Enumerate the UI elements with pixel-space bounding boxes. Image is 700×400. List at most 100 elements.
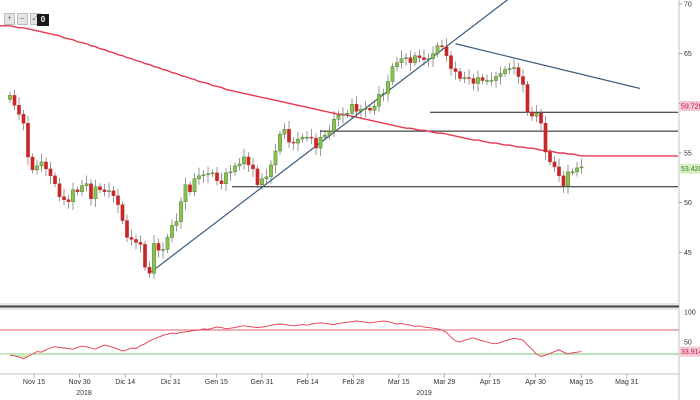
candle-body xyxy=(498,73,503,77)
candle-body xyxy=(179,201,183,222)
candle-body xyxy=(368,108,372,111)
dark-toolbar-button[interactable]: 0 xyxy=(37,14,49,26)
candle-body xyxy=(318,136,323,149)
candle-body xyxy=(345,113,350,115)
candle-body xyxy=(134,239,138,243)
x-tick-label: Dic 31 xyxy=(161,379,181,386)
candle-body xyxy=(93,186,98,199)
candle-body xyxy=(71,189,75,202)
candle-body xyxy=(8,95,12,100)
candle-body xyxy=(539,113,543,124)
candle-body xyxy=(57,183,62,197)
trendline xyxy=(149,0,509,274)
candle-body xyxy=(296,138,300,144)
candle-body xyxy=(84,183,89,186)
x-tick-label: Mag 31 xyxy=(615,379,638,386)
x-tick-label: Nov 15 xyxy=(23,379,45,386)
zoom-out-button[interactable]: – xyxy=(17,13,28,25)
indicator-tag-label: 33.9143 xyxy=(681,349,700,356)
candle-body xyxy=(422,57,426,60)
y-tick-label: 70 xyxy=(684,2,692,9)
candle-body xyxy=(174,221,179,226)
candle-body xyxy=(255,168,260,185)
indicator-tag-background xyxy=(680,346,700,357)
x-tick-label: Apr 30 xyxy=(525,379,546,386)
candle-body xyxy=(278,133,282,152)
candle-body xyxy=(89,183,93,199)
candle-body xyxy=(480,77,485,81)
candle-body xyxy=(575,167,579,173)
candle-body xyxy=(30,156,35,171)
price-tag-label: 59.7294 xyxy=(681,104,700,111)
candle-body xyxy=(561,175,566,186)
candle-body xyxy=(224,172,228,184)
x-tick-label: Feb 14 xyxy=(297,379,319,386)
candle-body xyxy=(372,106,377,111)
y-tick-label: 55 xyxy=(684,151,692,158)
candle-body xyxy=(156,243,161,251)
y-tick-label: 45 xyxy=(684,250,692,257)
candle-body xyxy=(341,114,345,116)
candle-body xyxy=(300,136,305,140)
candle-body xyxy=(552,161,557,168)
candle-body xyxy=(309,136,314,139)
candle-body xyxy=(516,67,521,77)
candle-body xyxy=(264,176,269,180)
x-tick-label: Feb 28 xyxy=(342,379,364,386)
candle-body xyxy=(543,122,548,153)
candle-body xyxy=(143,244,147,268)
candle-body xyxy=(557,166,561,177)
x-tick-label: Nov 30 xyxy=(69,379,91,386)
candle-body xyxy=(485,80,489,82)
candle-body xyxy=(291,141,296,144)
candle-body xyxy=(503,69,507,74)
candle-body xyxy=(246,156,251,166)
candle-body xyxy=(494,76,498,81)
candle-body xyxy=(458,71,462,79)
candle-body xyxy=(215,172,219,182)
candle-body xyxy=(453,68,458,72)
candle-body xyxy=(12,95,17,106)
x-tick-label: Mar 29 xyxy=(434,379,456,386)
candle-body xyxy=(282,128,287,135)
candle-body xyxy=(165,237,170,250)
candle-body xyxy=(269,164,273,178)
candle-body xyxy=(399,58,404,63)
candle-body xyxy=(489,80,494,82)
candle-body xyxy=(80,185,84,192)
x-tick-label: Gen 31 xyxy=(251,379,274,386)
indicator-y-tick-label: 100 xyxy=(684,310,696,317)
candle-body xyxy=(350,104,354,114)
candle-body xyxy=(210,172,215,175)
zoom-in-button[interactable]: + xyxy=(4,13,15,25)
year-label: 2019 xyxy=(416,390,432,397)
candle-body xyxy=(62,196,66,200)
candle-body xyxy=(440,45,444,47)
candle-body xyxy=(228,171,233,174)
candle-body xyxy=(435,45,440,54)
candle-body xyxy=(287,128,291,143)
candle-body xyxy=(107,190,111,192)
candle-body xyxy=(336,115,341,120)
candle-body xyxy=(197,175,201,180)
candle-body xyxy=(417,55,422,58)
candle-body xyxy=(404,57,408,59)
candle-body xyxy=(566,171,570,186)
candle-body xyxy=(260,178,264,185)
candle-body xyxy=(377,94,381,107)
candle-body xyxy=(233,165,237,173)
candle-body xyxy=(161,249,165,251)
price-tag-background xyxy=(680,101,700,112)
candle-body xyxy=(120,204,125,221)
candle-body xyxy=(570,171,575,174)
candle-body xyxy=(408,57,413,63)
candle-body xyxy=(273,150,278,166)
candle-body xyxy=(98,186,102,190)
candle-body xyxy=(138,242,143,245)
year-label: 2018 xyxy=(76,390,92,397)
candle-body xyxy=(444,46,449,56)
x-tick-label: Gen 15 xyxy=(205,379,228,386)
candle-body xyxy=(395,62,399,67)
